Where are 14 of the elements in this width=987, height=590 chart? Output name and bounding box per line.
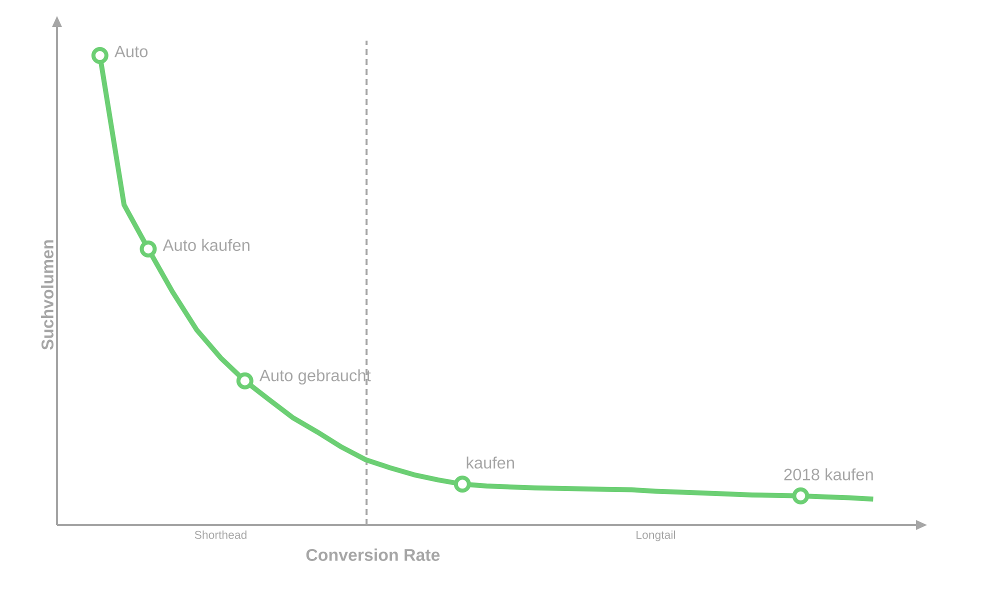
y-axis-title: Suchvolumen — [41, 240, 54, 350]
x-axis-title: Conversion Rate — [306, 548, 440, 561]
point — [792, 487, 810, 504]
point — [454, 476, 471, 493]
annotation: Auto — [114, 46, 148, 58]
annotation: kaufen — [466, 456, 514, 469]
point — [140, 240, 157, 258]
annotation: Auto kaufen — [162, 238, 250, 251]
annotation: 2018 kaufen — [784, 468, 873, 480]
point — [236, 372, 254, 390]
x-tick-label: Longtail — [636, 530, 676, 542]
point — [91, 47, 108, 64]
x-tick-label: Shorthead — [194, 530, 246, 539]
annotation: Auto gebraucht — [259, 369, 371, 385]
